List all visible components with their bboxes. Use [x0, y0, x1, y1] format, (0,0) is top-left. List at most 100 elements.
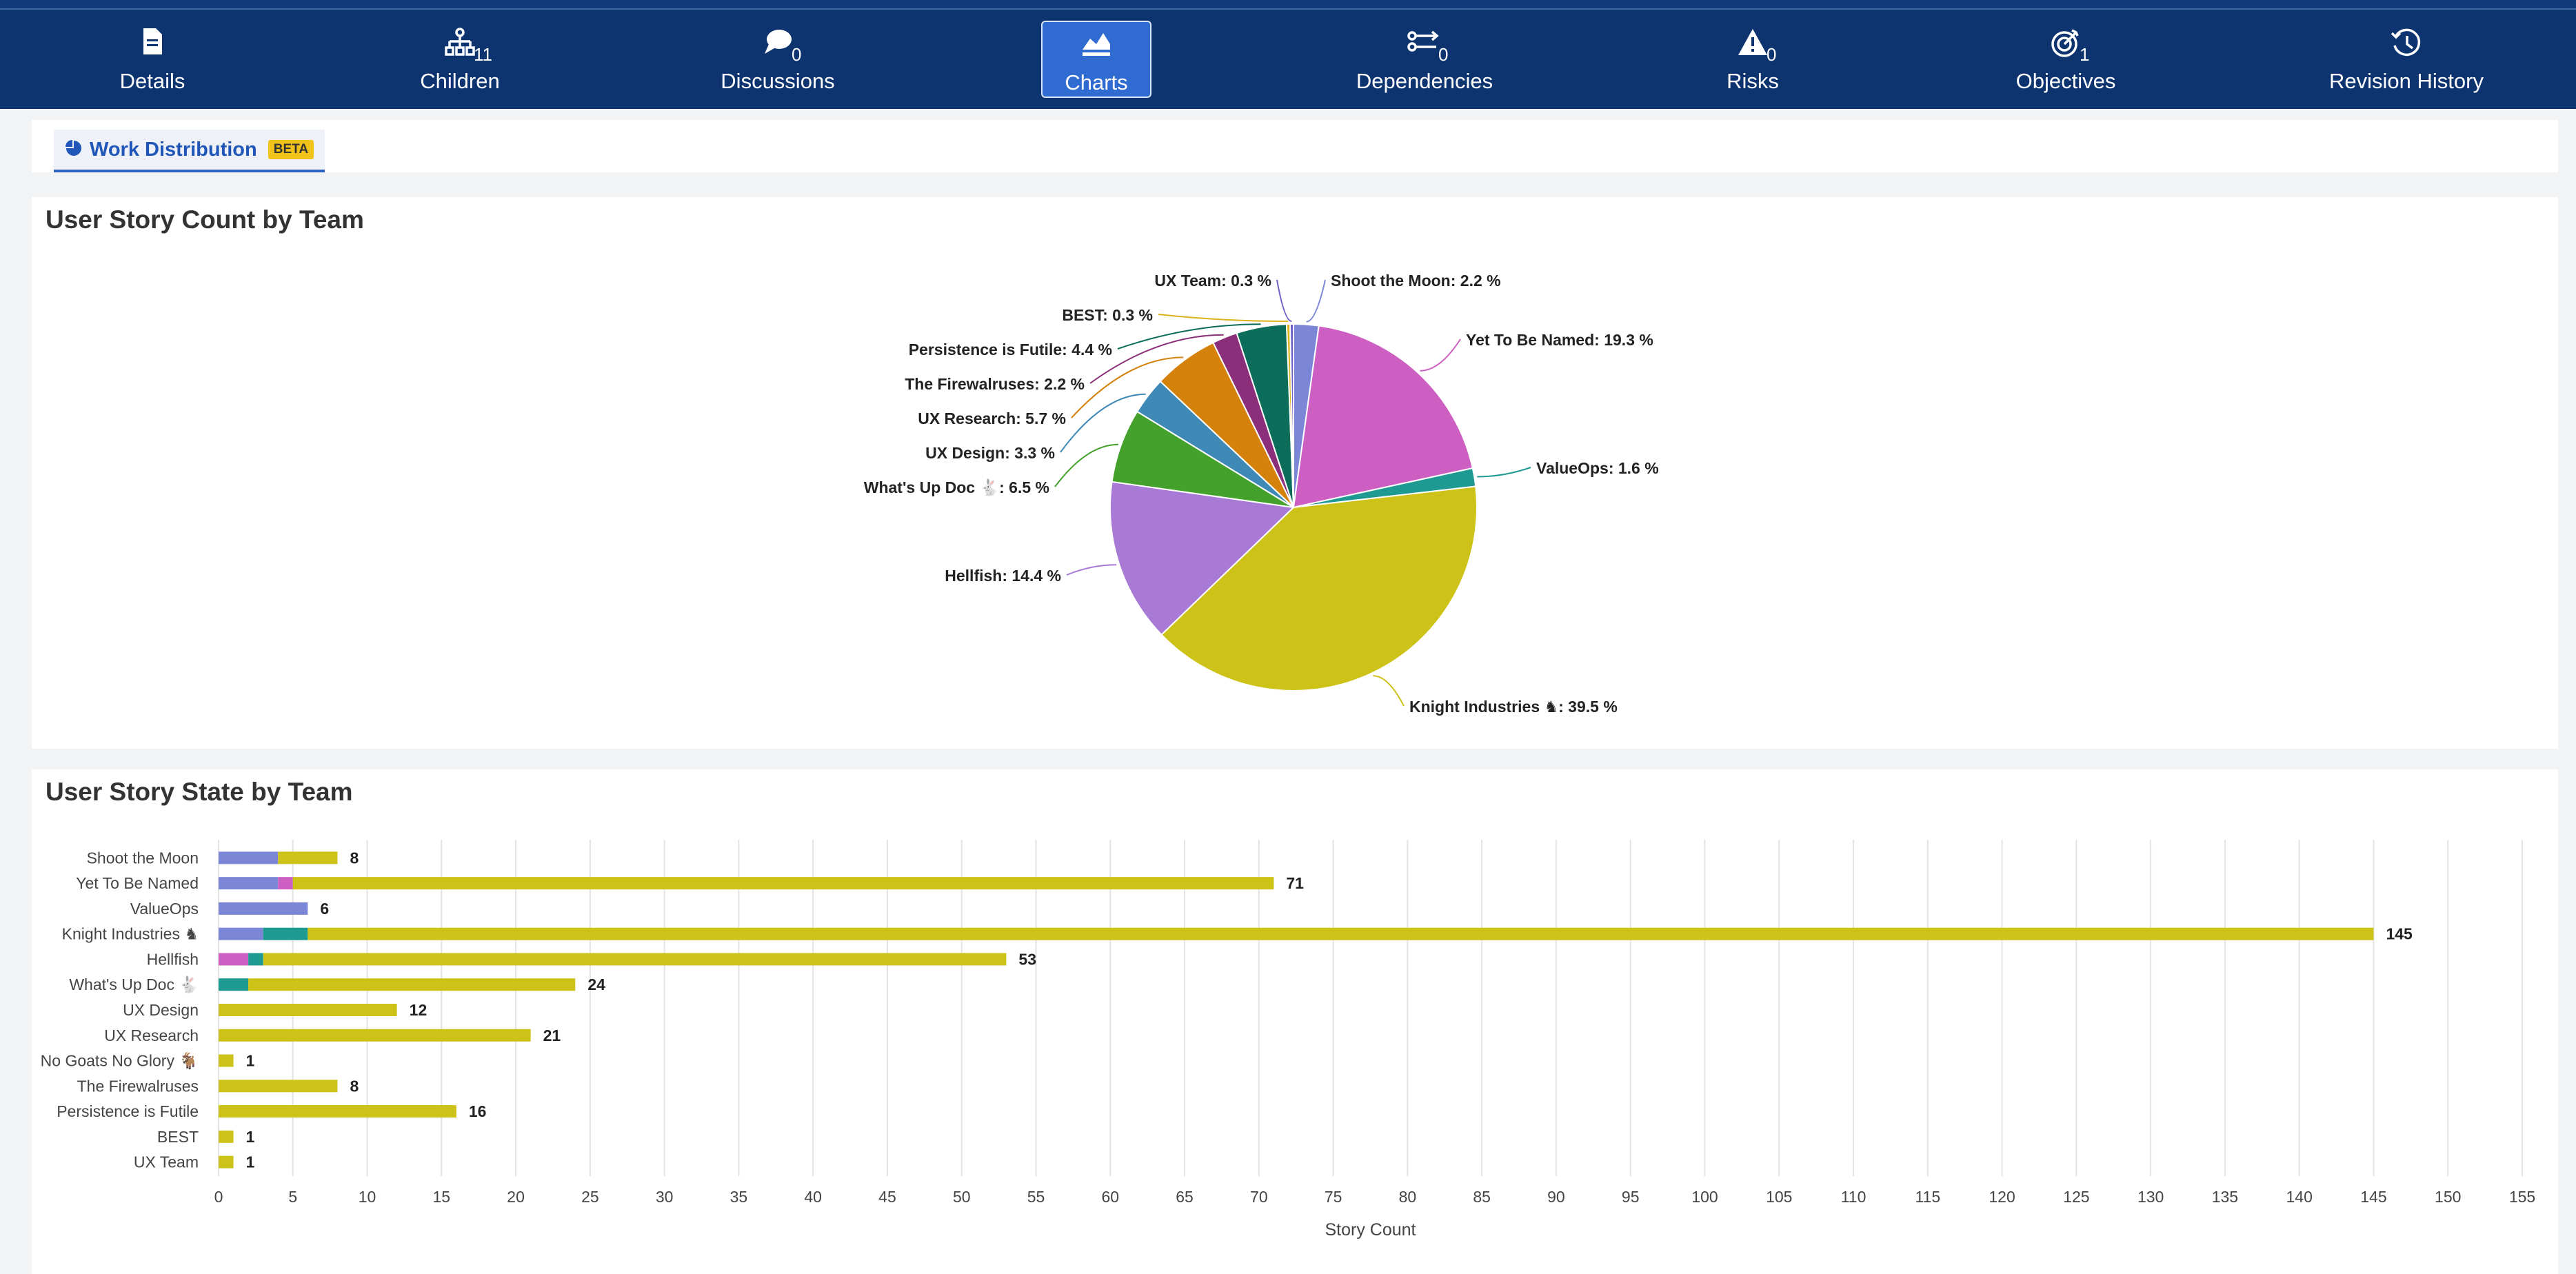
y-category-label: UX Design	[123, 1001, 199, 1019]
pie-slice-label: UX Research: 5.7 %	[918, 410, 1066, 427]
bar-total-label: 21	[543, 1027, 561, 1044]
pie-slice[interactable]	[1109, 481, 1296, 636]
pie-connector	[1420, 338, 1461, 372]
x-tick-label: 60	[1101, 1188, 1119, 1206]
bar-total-label: 6	[320, 900, 329, 918]
bar-segment[interactable]	[219, 1130, 234, 1143]
pie-slice[interactable]	[1289, 323, 1294, 508]
bar-segment[interactable]	[278, 851, 338, 865]
x-tick-label: 100	[1691, 1188, 1718, 1206]
bar-chart-card: User Story State by Team 0 5 10 15 20 25 30 35 4…	[32, 769, 2558, 1274]
tab-label: Objectives	[2015, 69, 2116, 93]
bar-segment[interactable]	[248, 978, 576, 991]
chat-bubble-icon	[695, 28, 861, 69]
pie-slice-label: Yet To Be Named: 19.3 %	[1466, 331, 1653, 349]
pie-connector	[1054, 443, 1118, 487]
pie-slice[interactable]	[1111, 410, 1294, 508]
tab-details[interactable]: Details	[70, 10, 235, 109]
bar-segment[interactable]	[248, 953, 263, 966]
bar-segment[interactable]	[219, 927, 263, 940]
bar-segment[interactable]	[278, 877, 293, 890]
x-tick-label: 110	[1841, 1188, 1866, 1206]
x-tick-label: 0	[214, 1188, 223, 1206]
pie-connector	[1071, 356, 1184, 418]
dependency-icon	[1342, 28, 1507, 69]
pie-connector	[1089, 334, 1224, 384]
bar-total-label: 1	[246, 1052, 255, 1070]
bar-segment[interactable]	[219, 978, 249, 991]
bar-segment[interactable]	[292, 877, 1274, 890]
x-tick-label: 85	[1473, 1188, 1491, 1206]
pie-chart: Shoot the Moon: 2.2 % Yet To Be Named: 19…	[864, 272, 1659, 716]
x-tick-label: 70	[1250, 1188, 1268, 1206]
chart-icon	[1043, 29, 1150, 70]
pie-slice-label: BEST: 0.3 %	[1062, 306, 1153, 324]
bar-segment[interactable]	[263, 927, 308, 940]
bar-total-label: 53	[1018, 950, 1036, 968]
pie-connector	[1066, 564, 1117, 576]
bar-segment[interactable]	[219, 1155, 234, 1169]
tab-children[interactable]: 11 Children	[377, 10, 543, 109]
tab-label: Children	[420, 69, 500, 93]
bar-segment[interactable]	[219, 1080, 338, 1093]
pie-chart-title: User Story Count by Team	[46, 205, 364, 234]
pie-connector	[1158, 314, 1289, 323]
bar-segment[interactable]	[263, 953, 1007, 966]
bar-segment[interactable]	[219, 1054, 234, 1067]
tab-count-badge: 0	[1438, 44, 1449, 65]
x-tick-label: 10	[359, 1188, 376, 1206]
bar-segment[interactable]	[219, 877, 279, 890]
x-tick-label: 40	[804, 1188, 822, 1206]
bar-segment[interactable]	[219, 1004, 397, 1016]
charts-subtab-bar: Work Distribution BETA	[32, 120, 2558, 172]
x-tick-label: 120	[1989, 1188, 2015, 1206]
tab-count-badge: 0	[1767, 44, 1777, 65]
x-tick-label: 50	[953, 1188, 971, 1206]
bar-segment[interactable]	[219, 1029, 531, 1042]
pie-connector	[1060, 393, 1146, 453]
pie-slice[interactable]	[1160, 485, 1478, 691]
bar-total-label: 16	[469, 1102, 487, 1120]
tab-objectives[interactable]: 1 Objectives	[1983, 10, 2149, 109]
tab-revision-history[interactable]: Revision History	[2324, 10, 2489, 109]
bar-segment[interactable]	[219, 953, 249, 966]
tab-count-badge: 0	[792, 44, 802, 65]
pie-slice-label: ValueOps: 1.6 %	[1536, 459, 1659, 477]
pie-slice-label: The Firewalruses: 2.2 %	[905, 375, 1085, 393]
bar-total-label: 1	[246, 1153, 255, 1171]
x-tick-label: 65	[1176, 1188, 1194, 1206]
y-category-label: What's Up Doc 🐇	[69, 975, 199, 994]
y-category-label: The Firewalruses	[77, 1077, 199, 1095]
y-category-label: Persistence is Futile	[57, 1102, 199, 1120]
bar-segment[interactable]	[219, 902, 308, 915]
tab-risks[interactable]: 0 Risks	[1670, 10, 1835, 109]
target-icon	[1983, 28, 2149, 69]
tab-label: Details	[119, 69, 185, 93]
tab-work-distribution[interactable]: Work Distribution BETA	[54, 130, 325, 172]
pie-connector	[1477, 467, 1531, 478]
bar-chart-title: User Story State by Team	[46, 778, 353, 806]
bar-total-label: 1	[246, 1128, 255, 1146]
tab-count-badge: 1	[2080, 44, 2090, 65]
x-axis-title: Story Count	[1325, 1220, 1416, 1240]
y-category-label: Hellfish	[147, 950, 199, 968]
tab-dependencies[interactable]: 0 Dependencies	[1342, 10, 1507, 109]
bar-segment[interactable]	[219, 851, 279, 865]
pie-slice-label: UX Design: 3.3 %	[925, 444, 1055, 462]
hierarchy-icon	[377, 28, 543, 69]
tab-label: Charts	[1065, 70, 1128, 94]
bar-segment[interactable]	[219, 1105, 456, 1118]
tab-discussions[interactable]: 0 Discussions	[695, 10, 861, 109]
bar-segment[interactable]	[308, 927, 2374, 940]
pie-connector	[1276, 279, 1292, 322]
bar-total-label: 12	[410, 1001, 427, 1019]
stacked-bar-chart: 0 5 10 15 20 25 30 35 40 45 50 55 60 65 70 75 80 85 90 95 10…	[41, 840, 2535, 1240]
pie-connector	[1373, 675, 1405, 707]
history-icon	[2324, 28, 2489, 69]
top-accent-bar	[0, 0, 2576, 10]
pie-connector	[1117, 323, 1261, 350]
pie-slice[interactable]	[1292, 325, 1474, 509]
y-category-label: No Goats No Glory 🐐	[41, 1052, 199, 1071]
tab-charts[interactable]: Charts	[1041, 21, 1151, 98]
pie-chart-icon	[65, 139, 83, 161]
